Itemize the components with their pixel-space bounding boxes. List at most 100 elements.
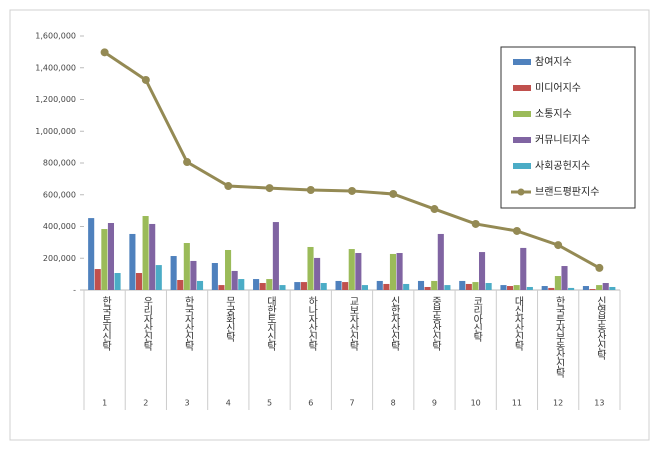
line-point: [265, 184, 274, 193]
bar: [314, 257, 321, 290]
category-number: 8: [391, 399, 396, 408]
legend-label: 참여지수: [535, 56, 572, 68]
y-tick-label: 1,200,000: [35, 95, 76, 104]
line-point: [554, 241, 563, 250]
bar: [266, 279, 273, 290]
legend-label: 미디어지수: [535, 82, 581, 94]
x-tick-label: 한국토지신탁: [99, 296, 111, 350]
line-point: [141, 75, 150, 84]
bar: [507, 286, 514, 290]
y-tick-label: 1,400,000: [35, 63, 76, 72]
line-point: [100, 48, 109, 57]
bar: [94, 269, 101, 290]
y-tick-label: 200,000: [43, 254, 76, 263]
legend-swatch: [513, 111, 531, 117]
bar: [602, 283, 609, 290]
bar: [361, 285, 368, 290]
legend-label: 사회공헌지수: [535, 160, 590, 172]
line-point: [224, 182, 233, 191]
bar: [135, 273, 143, 290]
bar: [472, 282, 479, 290]
category-number: 5: [267, 399, 272, 408]
bar: [548, 287, 555, 290]
legend-label: 커뮤니티지수: [535, 134, 590, 146]
bar: [396, 253, 403, 290]
bar: [259, 283, 266, 290]
category-number: 4: [226, 399, 231, 408]
bar: [294, 282, 301, 290]
y-tick-label: 600,000: [43, 190, 76, 199]
category-number: 2: [143, 399, 148, 408]
bar: [485, 283, 492, 290]
bar: [478, 252, 486, 290]
bar: [88, 218, 95, 290]
x-tick-label: 우리자산신탁: [140, 296, 152, 350]
bar: [155, 265, 162, 290]
line-point: [595, 263, 604, 272]
legend-swatch: [513, 163, 531, 169]
line-point: [183, 158, 192, 167]
x-tick-label: 대한토지신탁: [264, 296, 276, 350]
bar: [355, 253, 362, 290]
bar: [459, 280, 466, 290]
bar: [376, 280, 383, 290]
x-tick-label: 하나자산신탁: [305, 296, 317, 350]
category-number: 7: [349, 399, 354, 408]
bar: [107, 223, 115, 290]
bar: [218, 285, 225, 290]
bar: [465, 283, 472, 290]
category-number: 6: [308, 399, 313, 408]
legend-swatch: [513, 137, 531, 143]
bar: [307, 246, 314, 290]
bar: [183, 243, 190, 290]
category-number: 13: [594, 399, 604, 408]
category-number: 10: [471, 399, 481, 408]
y-tick-label: 400,000: [43, 222, 76, 231]
bar: [424, 286, 431, 290]
bar: [561, 266, 568, 290]
x-tick-label: 무궁화신탁: [223, 296, 235, 341]
bar: [582, 286, 589, 290]
x-tick-label: 교보자산신탁: [347, 296, 358, 350]
y-tick-label: 1,000,000: [35, 127, 76, 136]
bar: [279, 285, 286, 290]
legend-swatch: [513, 85, 531, 91]
bar: [231, 270, 238, 290]
bar: [320, 283, 327, 290]
line-point: [389, 189, 398, 198]
category-number: 11: [512, 399, 522, 408]
bar: [444, 285, 451, 290]
y-tick-label: 1,600,000: [35, 32, 76, 41]
bar: [596, 285, 603, 290]
bar: [177, 279, 184, 290]
x-tick-label: 한국투자부동산신탁: [553, 296, 565, 377]
bar: [170, 256, 177, 290]
legend-label: 소통지수: [535, 108, 572, 120]
bar: [513, 285, 520, 290]
bar: [383, 283, 390, 290]
y-tick-label: -: [73, 286, 76, 295]
line-point: [306, 185, 315, 194]
bar: [253, 279, 260, 290]
bar: [431, 280, 438, 290]
category-number: 1: [102, 399, 107, 408]
x-tick-label: 코리아신탁: [470, 296, 482, 341]
bar: [190, 260, 197, 290]
bar: [437, 233, 444, 290]
category-number: 12: [553, 399, 563, 408]
bar: [403, 283, 410, 290]
bar: [342, 282, 349, 290]
bar: [500, 285, 507, 290]
bar: [114, 273, 121, 290]
category-number: 3: [185, 399, 190, 408]
line-point: [348, 186, 356, 195]
bar: [335, 280, 342, 290]
x-tick-label: 신한자산신탁: [388, 296, 400, 350]
bar: [272, 222, 279, 290]
bar: [142, 216, 149, 290]
bar: [417, 280, 425, 290]
bar: [238, 279, 245, 290]
bar: [554, 276, 561, 290]
